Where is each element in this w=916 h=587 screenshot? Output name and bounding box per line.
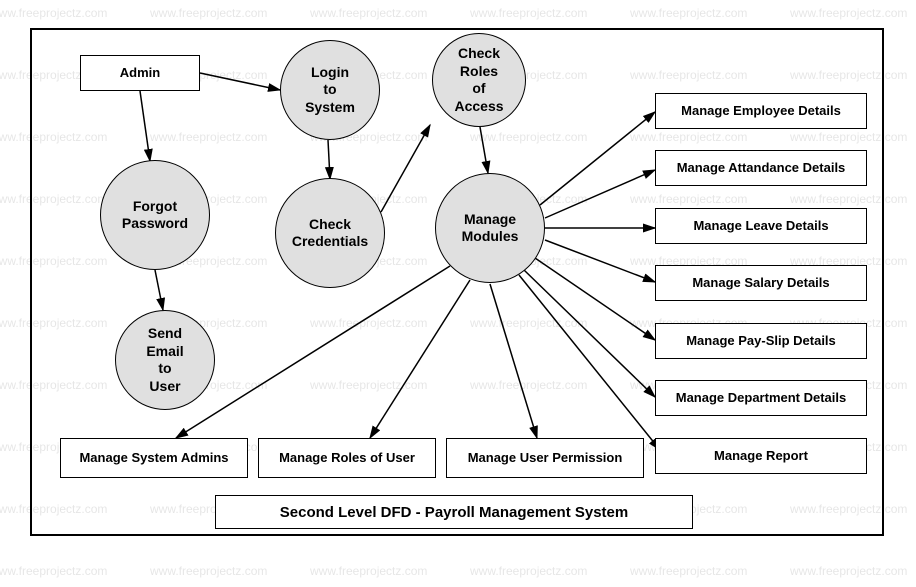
watermark-text: www.freeprojectz.com (630, 6, 747, 20)
watermark-text: www.freeprojectz.com (790, 564, 907, 578)
node-admin: Admin (80, 55, 200, 91)
node-mgAttendance: Manage Attandance Details (655, 150, 867, 186)
node-mgRolesUser: Manage Roles of User (258, 438, 436, 478)
node-mgSysAdmins: Manage System Admins (60, 438, 248, 478)
node-mgEmployee: Manage Employee Details (655, 93, 867, 129)
node-sendEmail: SendEmailtoUser (115, 310, 215, 410)
node-mgDept: Manage Department Details (655, 380, 867, 416)
node-mgSalary: Manage Salary Details (655, 265, 867, 301)
watermark-text: www.freeprojectz.com (790, 6, 907, 20)
node-forgot: ForgotPassword (100, 160, 210, 270)
watermark-text: www.freeprojectz.com (310, 6, 427, 20)
diagram-title: Second Level DFD - Payroll Management Sy… (215, 495, 693, 529)
node-mgLeave: Manage Leave Details (655, 208, 867, 244)
watermark-text: www.freeprojectz.com (0, 6, 107, 20)
node-checkRoles: CheckRolesofAccess (432, 33, 526, 127)
watermark-text: www.freeprojectz.com (310, 564, 427, 578)
watermark-text: www.freeprojectz.com (470, 6, 587, 20)
node-mgUserPerm: Manage User Permission (446, 438, 644, 478)
watermark-text: www.freeprojectz.com (150, 564, 267, 578)
watermark-text: www.freeprojectz.com (0, 564, 107, 578)
watermark-text: www.freeprojectz.com (630, 564, 747, 578)
watermark-text: www.freeprojectz.com (470, 564, 587, 578)
node-login: LogintoSystem (280, 40, 380, 140)
node-mgReport: Manage Report (655, 438, 867, 474)
node-manageModules: ManageModules (435, 173, 545, 283)
node-checkCred: CheckCredentials (275, 178, 385, 288)
watermark-text: www.freeprojectz.com (150, 6, 267, 20)
node-mgPayslip: Manage Pay-Slip Details (655, 323, 867, 359)
